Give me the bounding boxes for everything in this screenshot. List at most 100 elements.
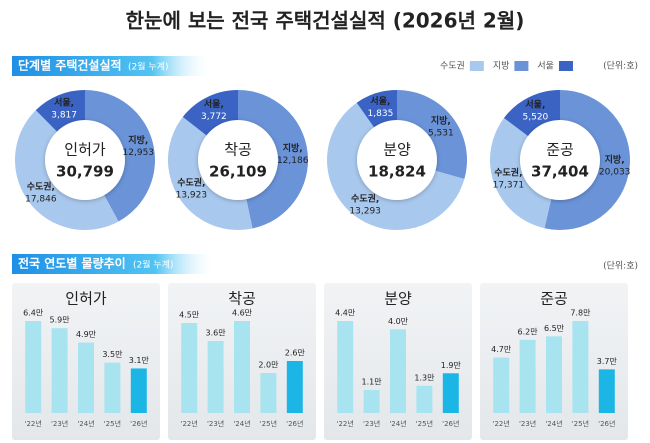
segment-label: 지방,: [128, 134, 148, 146]
bar-value-label: 6.5만: [544, 324, 565, 333]
panel-title: 인허가: [65, 290, 107, 308]
bar-value-label: 2.0만: [258, 361, 279, 370]
x-tick-label: '24년: [389, 419, 406, 428]
donut-segment: [327, 90, 465, 230]
segment-label: 서울,: [54, 97, 74, 109]
bar: [260, 373, 277, 413]
bar: [25, 321, 42, 413]
segment-value: 20,033: [599, 168, 631, 178]
segment-value: 13,293: [349, 206, 381, 216]
legend-label: 수도권: [440, 60, 465, 72]
donut-center: [357, 120, 437, 200]
segment-label: 수도권,: [494, 166, 522, 178]
bar: [78, 342, 94, 413]
bar-value-label: 4.0만: [388, 317, 409, 326]
segment-value: 3,772: [201, 112, 227, 122]
bar: [51, 328, 68, 413]
x-tick-label: '26년: [442, 419, 459, 428]
donut-segment: [15, 90, 119, 230]
segment-value: 5,531: [428, 128, 454, 138]
x-tick-label: '23년: [363, 419, 380, 428]
donut-segment: [168, 90, 253, 230]
x-tick-label: '22년: [25, 419, 42, 428]
bar: [234, 321, 250, 413]
bar-value-label: 1.3만: [414, 373, 435, 382]
donut-center: [520, 120, 600, 200]
bar: [442, 373, 459, 413]
bar: [181, 323, 198, 413]
unit-label: (단위:호): [603, 61, 638, 72]
bar-value-label: 7.8만: [570, 309, 591, 318]
segment-label: 지방,: [431, 114, 451, 126]
legend-label: 지방: [493, 61, 510, 72]
legend-label: 서울: [537, 61, 554, 72]
x-tick-label: '22년: [337, 419, 354, 428]
bar-value-label: 5.9만: [50, 316, 71, 325]
panel-title: 분양: [384, 290, 412, 308]
bar-value-label: 3.6만: [206, 329, 227, 338]
legend-swatch: [514, 61, 529, 71]
segment-label: 서울,: [204, 98, 224, 110]
bar: [390, 329, 406, 413]
section-subtitle: (2월 누계): [133, 259, 173, 271]
unit-label: (단위:호): [603, 261, 638, 272]
segment-value: 12,953: [123, 148, 155, 158]
x-tick-label: '23년: [207, 419, 224, 428]
legend-swatch: [469, 61, 484, 71]
segment-label: 서울,: [370, 95, 390, 107]
segment-label: 지방,: [283, 142, 303, 154]
bar: [546, 336, 562, 413]
x-tick-label: '26년: [286, 419, 303, 428]
legend-swatch: [558, 61, 573, 71]
x-tick-label: '23년: [51, 419, 68, 428]
page-title: 한눈에 보는 전국 주택건설실적 (2026년 2월): [126, 9, 525, 33]
segment-label: 수도권,: [177, 177, 205, 189]
donut-center: [198, 120, 278, 200]
segment-value: 1,835: [368, 109, 394, 119]
x-tick-label: '26년: [130, 419, 147, 428]
bar: [598, 369, 615, 413]
donut-segment: [85, 90, 155, 222]
x-tick-label: '25년: [572, 419, 589, 428]
bar-value-label: 6.2만: [518, 327, 539, 336]
x-tick-label: '22년: [181, 419, 198, 428]
bar-value-label: 6.4만: [23, 309, 44, 318]
bar: [416, 385, 433, 413]
x-tick-label: '24년: [545, 419, 562, 428]
bar: [104, 362, 121, 413]
x-tick-label: '25년: [260, 419, 277, 428]
bar-value-label: 4.4만: [335, 309, 356, 318]
donut-title: 인허가: [64, 141, 106, 159]
segment-label: 수도권,: [351, 192, 379, 204]
x-tick-label: '25년: [416, 419, 433, 428]
donut-total: 30,799: [56, 163, 114, 181]
bar-value-label: 4.9만: [76, 330, 97, 339]
x-tick-label: '25년: [104, 419, 121, 428]
bar-value-label: 3.7만: [597, 357, 618, 366]
bar: [286, 361, 303, 413]
section-subtitle: (2월 누계): [128, 61, 168, 73]
segment-value: 5,520: [523, 112, 549, 122]
x-tick-label: '23년: [519, 419, 536, 428]
x-tick-label: '26년: [598, 419, 615, 428]
donut-total: 37,404: [531, 163, 589, 181]
x-tick-label: '22년: [493, 419, 510, 428]
donut-center: [45, 120, 125, 200]
panel-title: 착공: [228, 290, 256, 308]
segment-value: 17,846: [25, 194, 57, 204]
donut-segment: [397, 90, 467, 180]
section-title: 전국 연도별 물량추이: [18, 256, 126, 271]
bar-value-label: 1.9만: [441, 361, 462, 370]
bar: [130, 368, 147, 413]
x-tick-label: '24년: [233, 419, 250, 428]
bar: [363, 390, 380, 413]
bar-value-label: 3.1만: [129, 356, 150, 365]
segment-label: 수도권,: [27, 180, 55, 192]
segment-value: 3,817: [51, 111, 77, 121]
segment-label: 서울,: [525, 98, 545, 110]
bar-value-label: 4.7만: [491, 345, 512, 354]
bar: [493, 357, 510, 413]
donut-title: 분양: [383, 141, 411, 159]
bar: [337, 321, 354, 413]
bar-value-label: 1.1만: [362, 378, 383, 387]
